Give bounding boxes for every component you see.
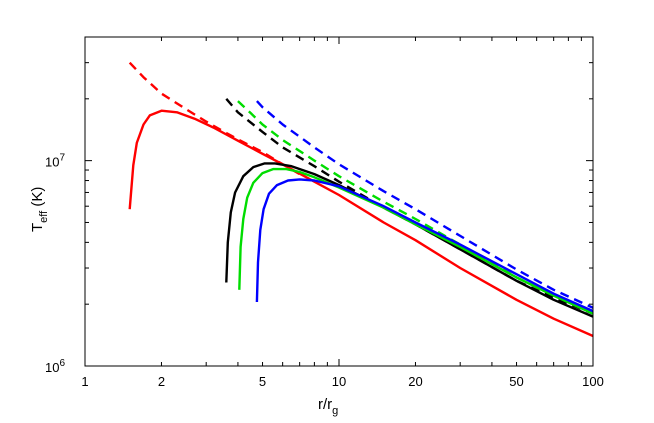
x-tick-label: 10	[332, 374, 346, 389]
y-axis-label-sub: eff	[38, 210, 50, 223]
x-tick-label: 100	[582, 374, 604, 389]
series-line-4-solid	[238, 167, 594, 315]
y-axis-label-main: T	[29, 223, 46, 232]
y-tick-label: 106	[45, 358, 65, 375]
x-tick-label: 2	[158, 374, 165, 389]
x-axis-label: r/rg	[318, 396, 338, 417]
series-line-6-solid	[255, 178, 594, 313]
series-layer	[128, 61, 594, 338]
series-line-5-dashed	[237, 100, 594, 313]
x-axis-label-sub: g	[332, 405, 338, 417]
y-axis-label-unit: (K)	[29, 187, 46, 211]
y-axis-label: Teff (K)	[29, 187, 50, 232]
axes-box	[84, 36, 594, 367]
series-line-1-dashed	[128, 61, 301, 176]
series-line-0-solid	[128, 109, 594, 338]
x-axis-label-main: r/r	[318, 396, 332, 413]
labels-layer: 1 2 5 10 20 50 100 106 107	[45, 153, 604, 389]
y-tick-label: 107	[45, 153, 65, 170]
x-tick-label: 1	[81, 374, 88, 389]
x-tick-label: 20	[408, 374, 422, 389]
series-line-3-dashed	[225, 98, 594, 315]
x-tick-label: 50	[509, 374, 523, 389]
series-line-7-dashed	[256, 100, 594, 309]
x-tick-label: 5	[259, 374, 266, 389]
